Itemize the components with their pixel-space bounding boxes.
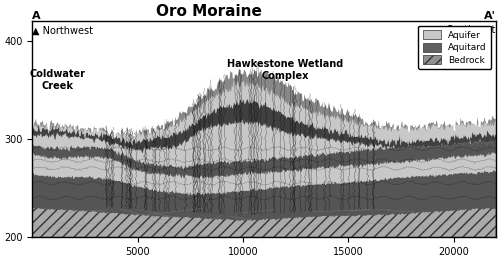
Text: Oro Moraine: Oro Moraine xyxy=(156,4,262,19)
Text: A': A' xyxy=(484,11,496,21)
Text: Coldwater
Creek: Coldwater Creek xyxy=(30,69,86,91)
Legend: Aquifer, Aquitard, Bedrock: Aquifer, Aquitard, Bedrock xyxy=(418,26,492,69)
Text: A: A xyxy=(32,11,41,21)
Text: ▲ Northwest: ▲ Northwest xyxy=(32,26,94,35)
Text: Southeast: Southeast xyxy=(446,26,496,35)
Text: Hawkestone Wetland
Complex: Hawkestone Wetland Complex xyxy=(227,60,344,81)
